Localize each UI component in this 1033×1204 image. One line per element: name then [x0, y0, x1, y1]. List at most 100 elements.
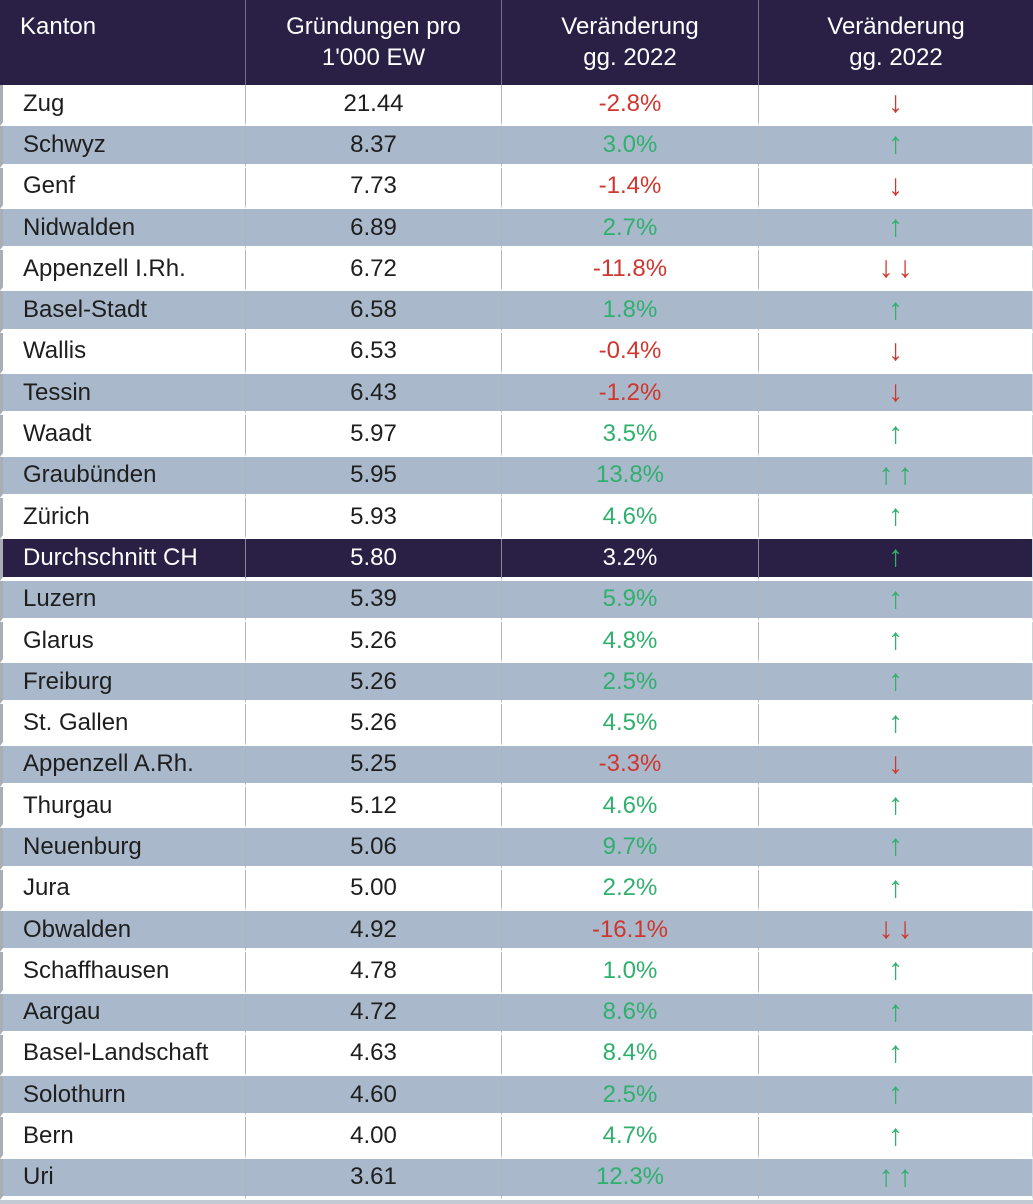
trend-arrow-icon: ↑	[888, 127, 907, 161]
trend-arrow-icon: ↓	[888, 375, 907, 409]
table-row: Tessin 6.43 -1.2% ↓	[0, 374, 1033, 416]
canton-cell: Zug	[0, 85, 246, 127]
trend-cell: ↑	[759, 497, 1033, 540]
trend-cell: ↓↓	[759, 250, 1033, 292]
value-cell: 5.26	[246, 704, 502, 746]
canton-cell: Freiburg	[0, 663, 246, 705]
trend-arrow-icon: ↓	[888, 746, 907, 780]
change-cell: 4.7%	[502, 1117, 759, 1159]
value-cell: 4.63	[246, 1034, 502, 1077]
header-kanton: Kanton	[0, 0, 246, 85]
canton-cell: Durchschnitt CH	[0, 539, 246, 581]
table-row: Obwalden 4.92 -16.1% ↓↓	[0, 910, 1033, 953]
trend-arrow-icon: ↑	[888, 1077, 907, 1111]
trend-cell: ↑	[759, 126, 1033, 168]
canton-cell: Glarus	[0, 621, 246, 664]
canton-cell: Tessin	[0, 374, 246, 416]
trend-cell: ↑	[759, 993, 1033, 1035]
trend-arrow-icon: ↑↑	[878, 1159, 917, 1193]
table-row: Zug 21.44 -2.8% ↓	[0, 85, 1033, 127]
header-veraenderung-trend-line1: Veränderung	[827, 13, 965, 40]
table-row: Uri 3.61 12.3% ↑↑	[0, 1158, 1033, 1201]
table-row: Glarus 5.26 4.8% ↑	[0, 621, 1033, 664]
canton-cell: Appenzell I.Rh.	[0, 250, 246, 292]
canton-cell: Uri	[0, 1158, 246, 1201]
table-row: Wallis 6.53 -0.4% ↓	[0, 332, 1033, 375]
trend-arrow-icon: ↑	[888, 829, 907, 863]
trend-arrow-icon: ↓	[888, 333, 907, 367]
header-veraenderung-pct-line1: Veränderung	[561, 13, 699, 40]
table-row: Graubünden 5.95 13.8% ↑↑	[0, 456, 1033, 498]
value-cell: 6.43	[246, 374, 502, 416]
table-row: Basel-Landschaft 4.63 8.4% ↑	[0, 1034, 1033, 1077]
trend-cell: ↑	[759, 663, 1033, 705]
value-cell: 3.61	[246, 1158, 502, 1201]
table-row: Genf 7.73 -1.4% ↓	[0, 167, 1033, 209]
canton-cell: Schwyz	[0, 126, 246, 168]
change-cell: 4.6%	[502, 787, 759, 829]
change-cell: 3.2%	[502, 539, 759, 581]
trend-cell: ↑	[759, 621, 1033, 664]
value-cell: 5.12	[246, 787, 502, 829]
change-cell: 13.8%	[502, 456, 759, 498]
trend-arrow-icon: ↑↑	[878, 457, 917, 491]
header-gruendungen-line1: Gründungen pro	[286, 13, 461, 40]
trend-arrow-icon: ↑	[888, 540, 907, 574]
canton-cell: Obwalden	[0, 910, 246, 953]
value-cell: 5.80	[246, 539, 502, 581]
canton-cell: Nidwalden	[0, 208, 246, 251]
value-cell: 4.92	[246, 910, 502, 953]
value-cell: 6.72	[246, 250, 502, 292]
table-row: Schaffhausen 4.78 1.0% ↑	[0, 952, 1033, 994]
value-cell: 5.00	[246, 869, 502, 911]
trend-cell: ↑	[759, 952, 1033, 994]
change-cell: 2.5%	[502, 663, 759, 705]
trend-arrow-icon: ↑	[888, 210, 907, 244]
trend-cell: ↓↓	[759, 910, 1033, 953]
change-cell: 2.7%	[502, 208, 759, 251]
trend-cell: ↓	[759, 167, 1033, 209]
trend-cell: ↑	[759, 869, 1033, 911]
trend-arrow-icon: ↑	[888, 499, 907, 533]
change-cell: -3.3%	[502, 745, 759, 788]
value-cell: 8.37	[246, 126, 502, 168]
value-cell: 21.44	[246, 85, 502, 127]
trend-arrow-icon: ↑	[888, 994, 907, 1028]
canton-cell: Graubünden	[0, 456, 246, 498]
change-cell: 3.5%	[502, 415, 759, 457]
table-row: Aargau 4.72 8.6% ↑	[0, 993, 1033, 1035]
change-cell: 8.6%	[502, 993, 759, 1035]
change-cell: 2.5%	[502, 1076, 759, 1118]
header-veraenderung-pct: Veränderung gg. 2022	[502, 0, 759, 85]
change-cell: -1.2%	[502, 374, 759, 416]
value-cell: 6.58	[246, 291, 502, 333]
trend-arrow-icon: ↑	[888, 581, 907, 615]
trend-arrow-icon: ↑	[888, 705, 907, 739]
trend-arrow-icon: ↑	[888, 664, 907, 698]
canton-cell: Genf	[0, 167, 246, 209]
canton-cell: Basel-Landschaft	[0, 1034, 246, 1077]
table-row: Neuenburg 5.06 9.7% ↑	[0, 828, 1033, 870]
change-cell: 9.7%	[502, 828, 759, 870]
trend-cell: ↓	[759, 332, 1033, 375]
canton-cell: Zürich	[0, 497, 246, 540]
change-cell: -0.4%	[502, 332, 759, 375]
trend-cell: ↑↑	[759, 1158, 1033, 1201]
trend-arrow-icon: ↑	[888, 623, 907, 656]
table-row: Solothurn 4.60 2.5% ↑	[0, 1076, 1033, 1118]
value-cell: 6.53	[246, 332, 502, 375]
trend-arrow-icon: ↓↓	[878, 912, 917, 946]
trend-cell: ↓	[759, 374, 1033, 416]
change-cell: -11.8%	[502, 250, 759, 292]
value-cell: 5.25	[246, 745, 502, 788]
canton-cell: Schaffhausen	[0, 952, 246, 994]
table-row: Luzern 5.39 5.9% ↑	[0, 580, 1033, 622]
trend-cell: ↑	[759, 1117, 1033, 1159]
trend-arrow-icon: ↑	[888, 870, 907, 904]
trend-arrow-icon: ↓	[888, 86, 907, 120]
canton-cell: Aargau	[0, 993, 246, 1035]
header-row: Kanton Gründungen pro 1'000 EW Veränderu…	[0, 0, 1033, 85]
change-cell: -16.1%	[502, 910, 759, 953]
header-gruendungen-line2: 1'000 EW	[321, 44, 426, 71]
